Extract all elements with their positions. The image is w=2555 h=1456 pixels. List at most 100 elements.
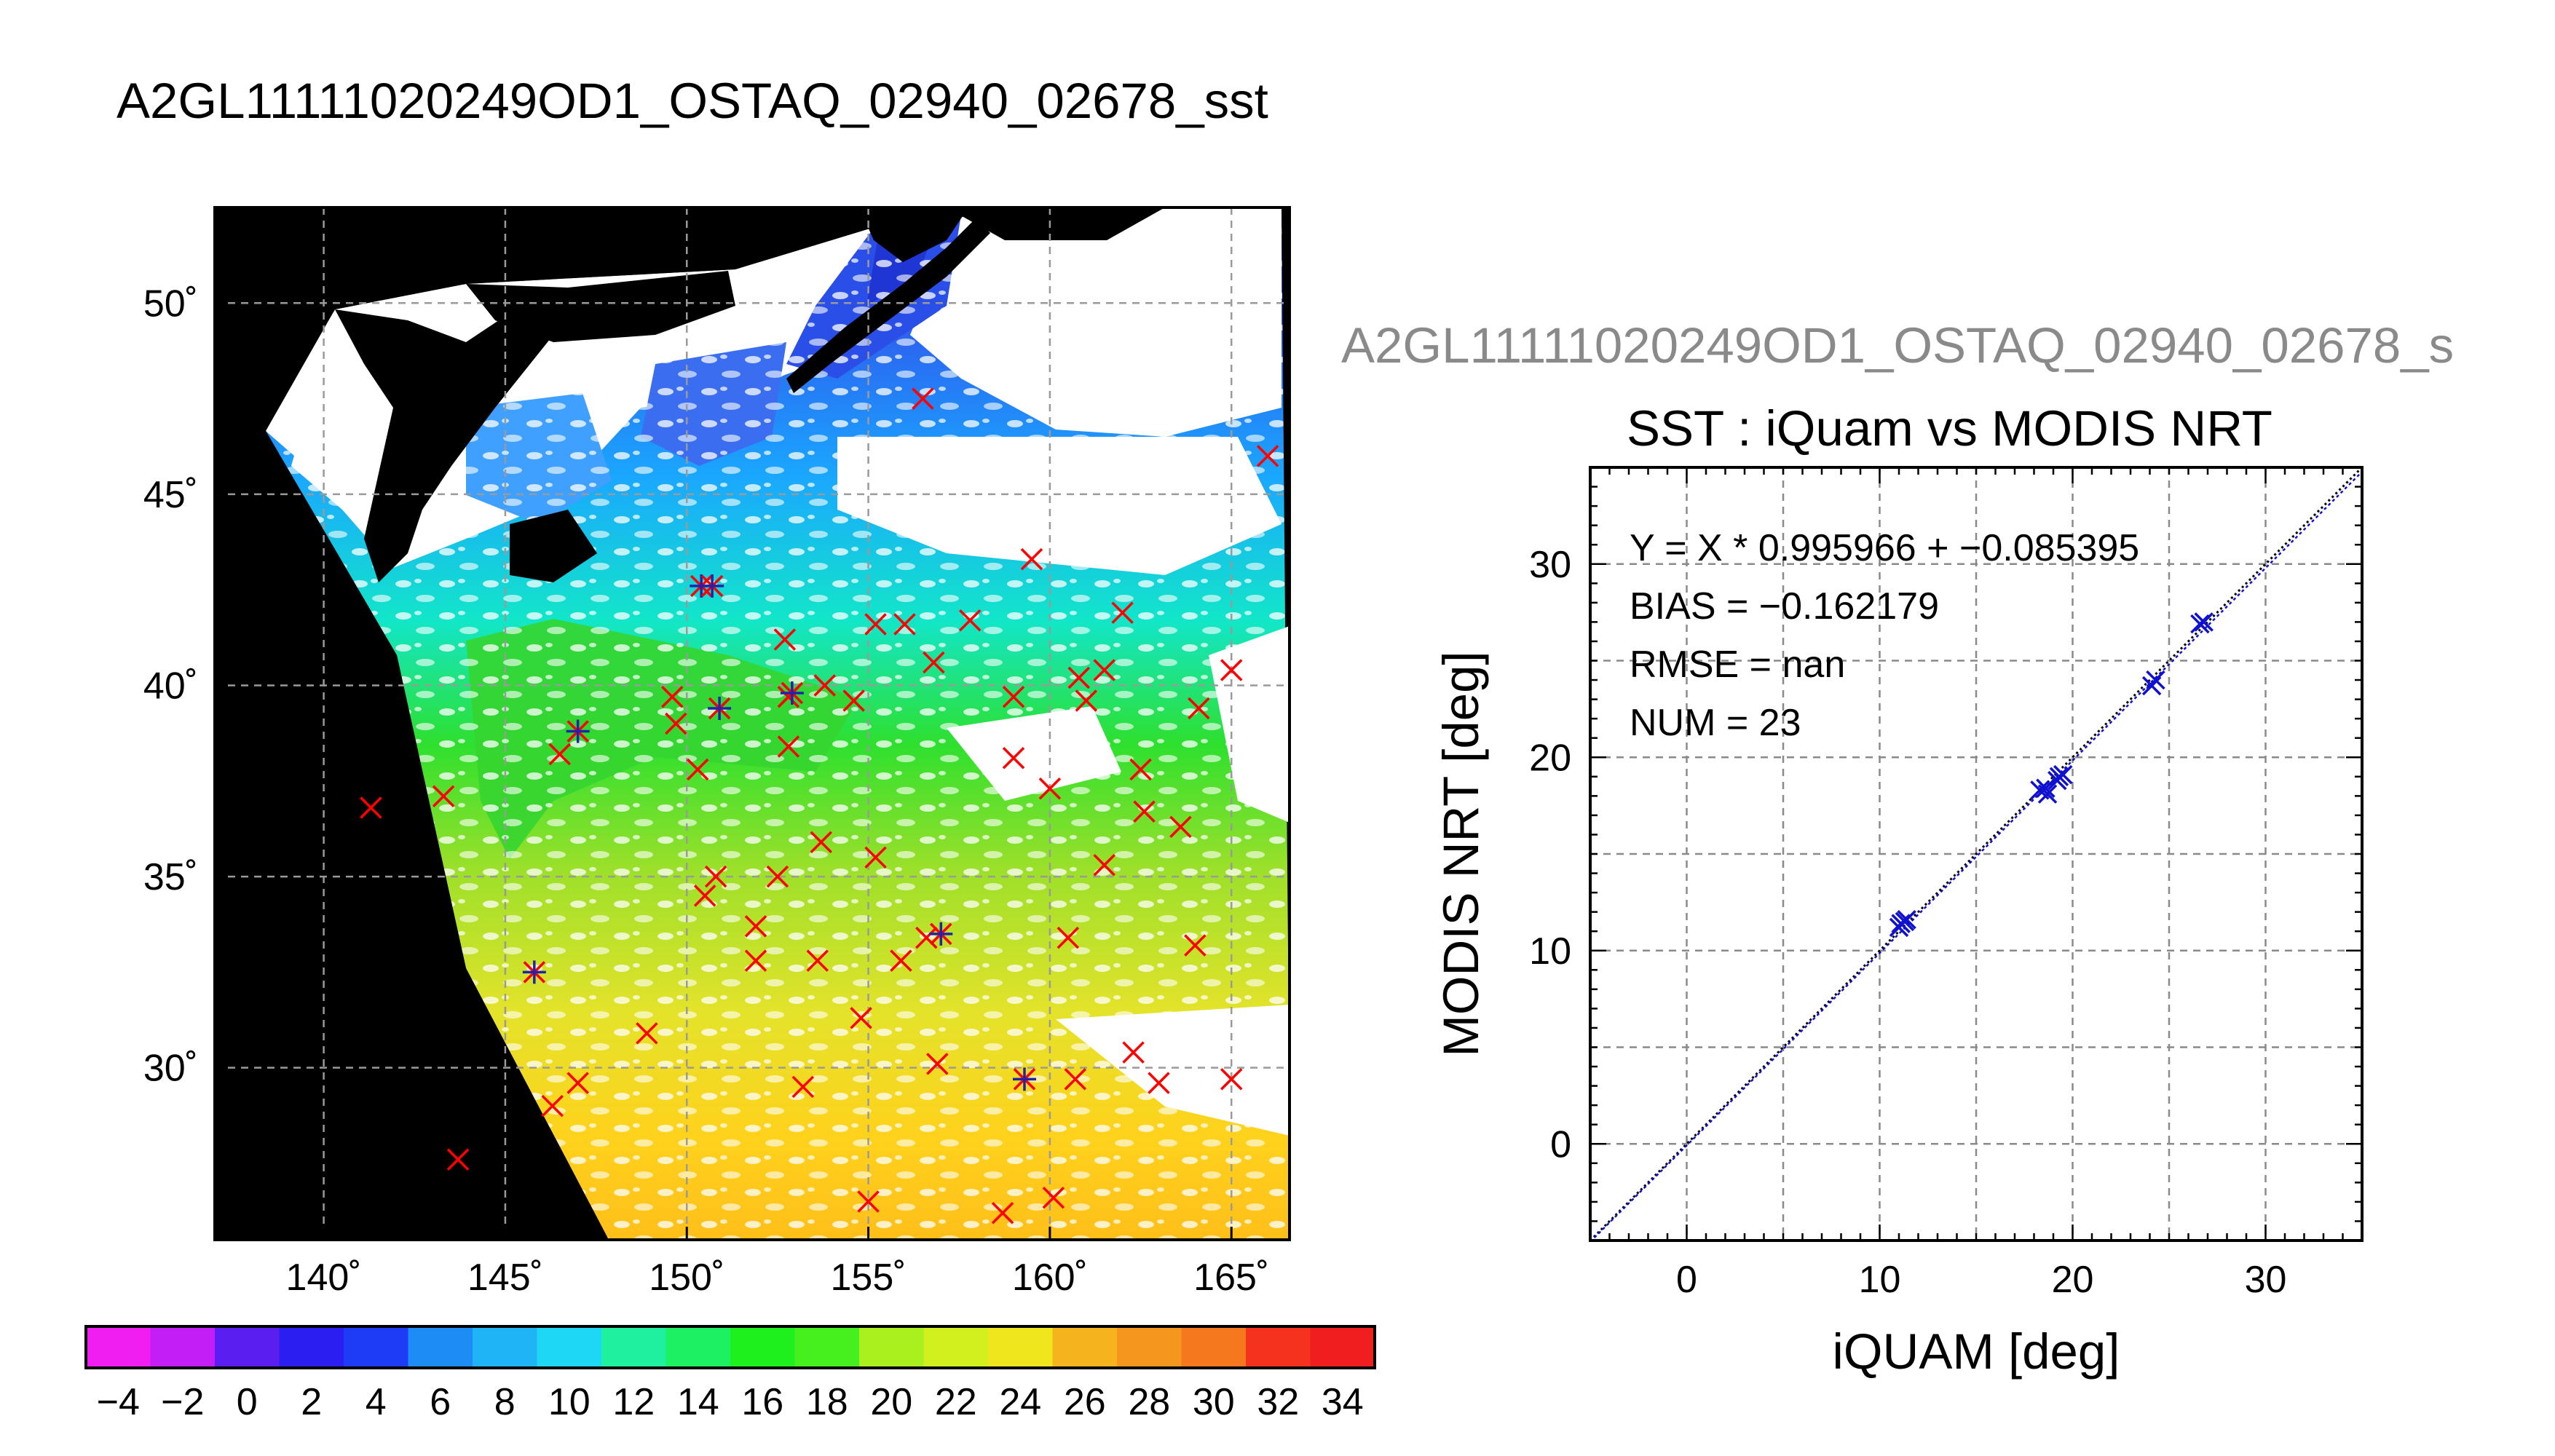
in-situ-marker [893,613,916,636]
colorbar-segment [150,1326,216,1368]
scatter-title: SST : iQuam vs MODIS NRT [1627,400,2272,456]
colorbar-tick-label: 2 [301,1381,322,1423]
matched-marker [1012,1067,1036,1091]
colorbar-tick-label: −2 [161,1381,204,1423]
scatter-plot: SST : iQuam vs MODIS NRT 0 10 20 300102030 … [1433,400,2364,1380]
in-situ-marker [1111,601,1134,624]
colorbar-tick-label: 10 [548,1381,591,1423]
in-situ-marker [541,1094,564,1117]
colorbar-tick-label: 30 [1193,1381,1235,1423]
regression-equation: Y = X * 0.995966 + −0.085395 [1630,527,2139,569]
in-situ-marker [360,796,382,819]
bias-value: BIAS = −0.162179 [1630,585,1939,628]
matched-marker [522,960,546,984]
colorbar-tick-label: 22 [935,1381,977,1423]
colorbar-segment [537,1326,602,1368]
colorbar-segment [1117,1326,1182,1368]
colorbar-tick-label: 34 [1322,1381,1364,1423]
lat-tick-label: 40˚ [143,665,198,707]
matched-marker [780,681,804,705]
scatter-point [2053,764,2073,785]
in-situ-marker [1184,934,1207,957]
colorbar-tick-label: 6 [430,1381,451,1423]
colorbar-segment [1310,1326,1375,1368]
lon-tick-label: 145˚ [467,1257,543,1299]
sst-map: 140˚ 145˚ 150˚ 155˚ 160˚ 165˚ 50˚ 45˚ 40˚ 35˚ 30˚ [143,206,1291,1299]
in-situ-marker [1057,926,1080,949]
lat-tick-label: 45˚ [143,474,198,516]
in-situ-marker [1148,1072,1170,1094]
scatter-point [2190,614,2210,634]
scatter-point [1897,910,1916,930]
in-situ-marker [806,949,829,972]
in-situ-marker [813,674,836,697]
lon-tick-label: 150˚ [649,1257,724,1299]
in-situ-marker [1169,815,1192,839]
in-situ-marker [842,689,865,712]
x-tick-label: 20 [2052,1259,2094,1301]
secondary-title: A2GL11111020249OD1_OSTAQ_02940_02678_s [1341,317,2454,373]
matched-marker [708,696,732,720]
colorbar-segment [215,1326,280,1368]
scatter-point [2049,767,2069,787]
matched-marker [566,719,590,743]
colorbar-tick-label: −4 [97,1381,140,1423]
no-data-left [215,207,1161,1240]
y-axis-label: MODIS NRT [deg] [1433,651,1489,1056]
in-situ-marker [693,885,716,907]
scatter-point [2141,676,2162,696]
colorbar-tick-label: 20 [870,1381,912,1423]
in-situ-marker [926,1053,949,1075]
colorbar-tick-label: 14 [677,1381,719,1423]
num-value: NUM = 23 [1630,702,1801,744]
colorbar-segment [923,1326,989,1368]
in-situ-marker [791,1075,815,1099]
in-situ-marker [777,735,800,758]
colorbar-segment [1246,1326,1311,1368]
in-situ-marker [744,915,767,938]
lon-tick-label: 140˚ [286,1257,362,1299]
in-situ-marker [915,926,938,949]
observation-markers [360,387,1279,1224]
colorbar-segment [86,1326,151,1368]
scatter-point [2037,784,2058,804]
scatter-point [2036,778,2056,798]
colorbar-tick-label: 18 [806,1381,848,1423]
colorbar-segment [279,1326,344,1368]
matched-marker [929,922,953,946]
x-axis-label: iQUAM [deg] [1833,1324,2120,1380]
one-to-one-line [1590,467,2362,1241]
colorbar-tick-label: 12 [612,1381,655,1423]
map-gridlines [215,207,1290,1240]
y-tick-label: 20 [1529,737,1571,779]
cloud-texture [266,207,1290,1240]
lon-tick-label: 165˚ [1193,1257,1269,1299]
in-situ-marker [857,1190,880,1213]
in-situ-marker [1075,689,1097,712]
lat-tick-label: 50˚ [143,282,198,325]
in-situ-marker [1129,758,1152,781]
in-situ-marker [958,609,982,632]
in-situ-marker [661,685,684,708]
land-mask [335,207,1165,582]
in-situ-marker [890,949,912,972]
y-tick-label: 0 [1550,1123,1571,1166]
in-situ-marker [773,628,797,651]
colorbar-segment [859,1326,924,1368]
lon-tick-label: 155˚ [831,1257,907,1299]
rmse-value: RMSE = nan [1630,644,1845,686]
in-situ-marker [1093,659,1115,681]
in-situ-marker [810,831,832,854]
in-situ-marker [686,758,709,781]
in-situ-marker [665,712,687,735]
in-situ-marker [566,1072,589,1094]
colorbar-segment [794,1326,860,1368]
colorbar-tick-label: 26 [1064,1381,1106,1423]
matched-marker [700,574,724,598]
regression-line [1590,471,2362,1241]
fit-lines [1590,467,2362,1241]
map-frame [213,206,1291,1241]
scatter-point [2194,612,2214,632]
x-tick-label: 0 [1676,1259,1697,1301]
